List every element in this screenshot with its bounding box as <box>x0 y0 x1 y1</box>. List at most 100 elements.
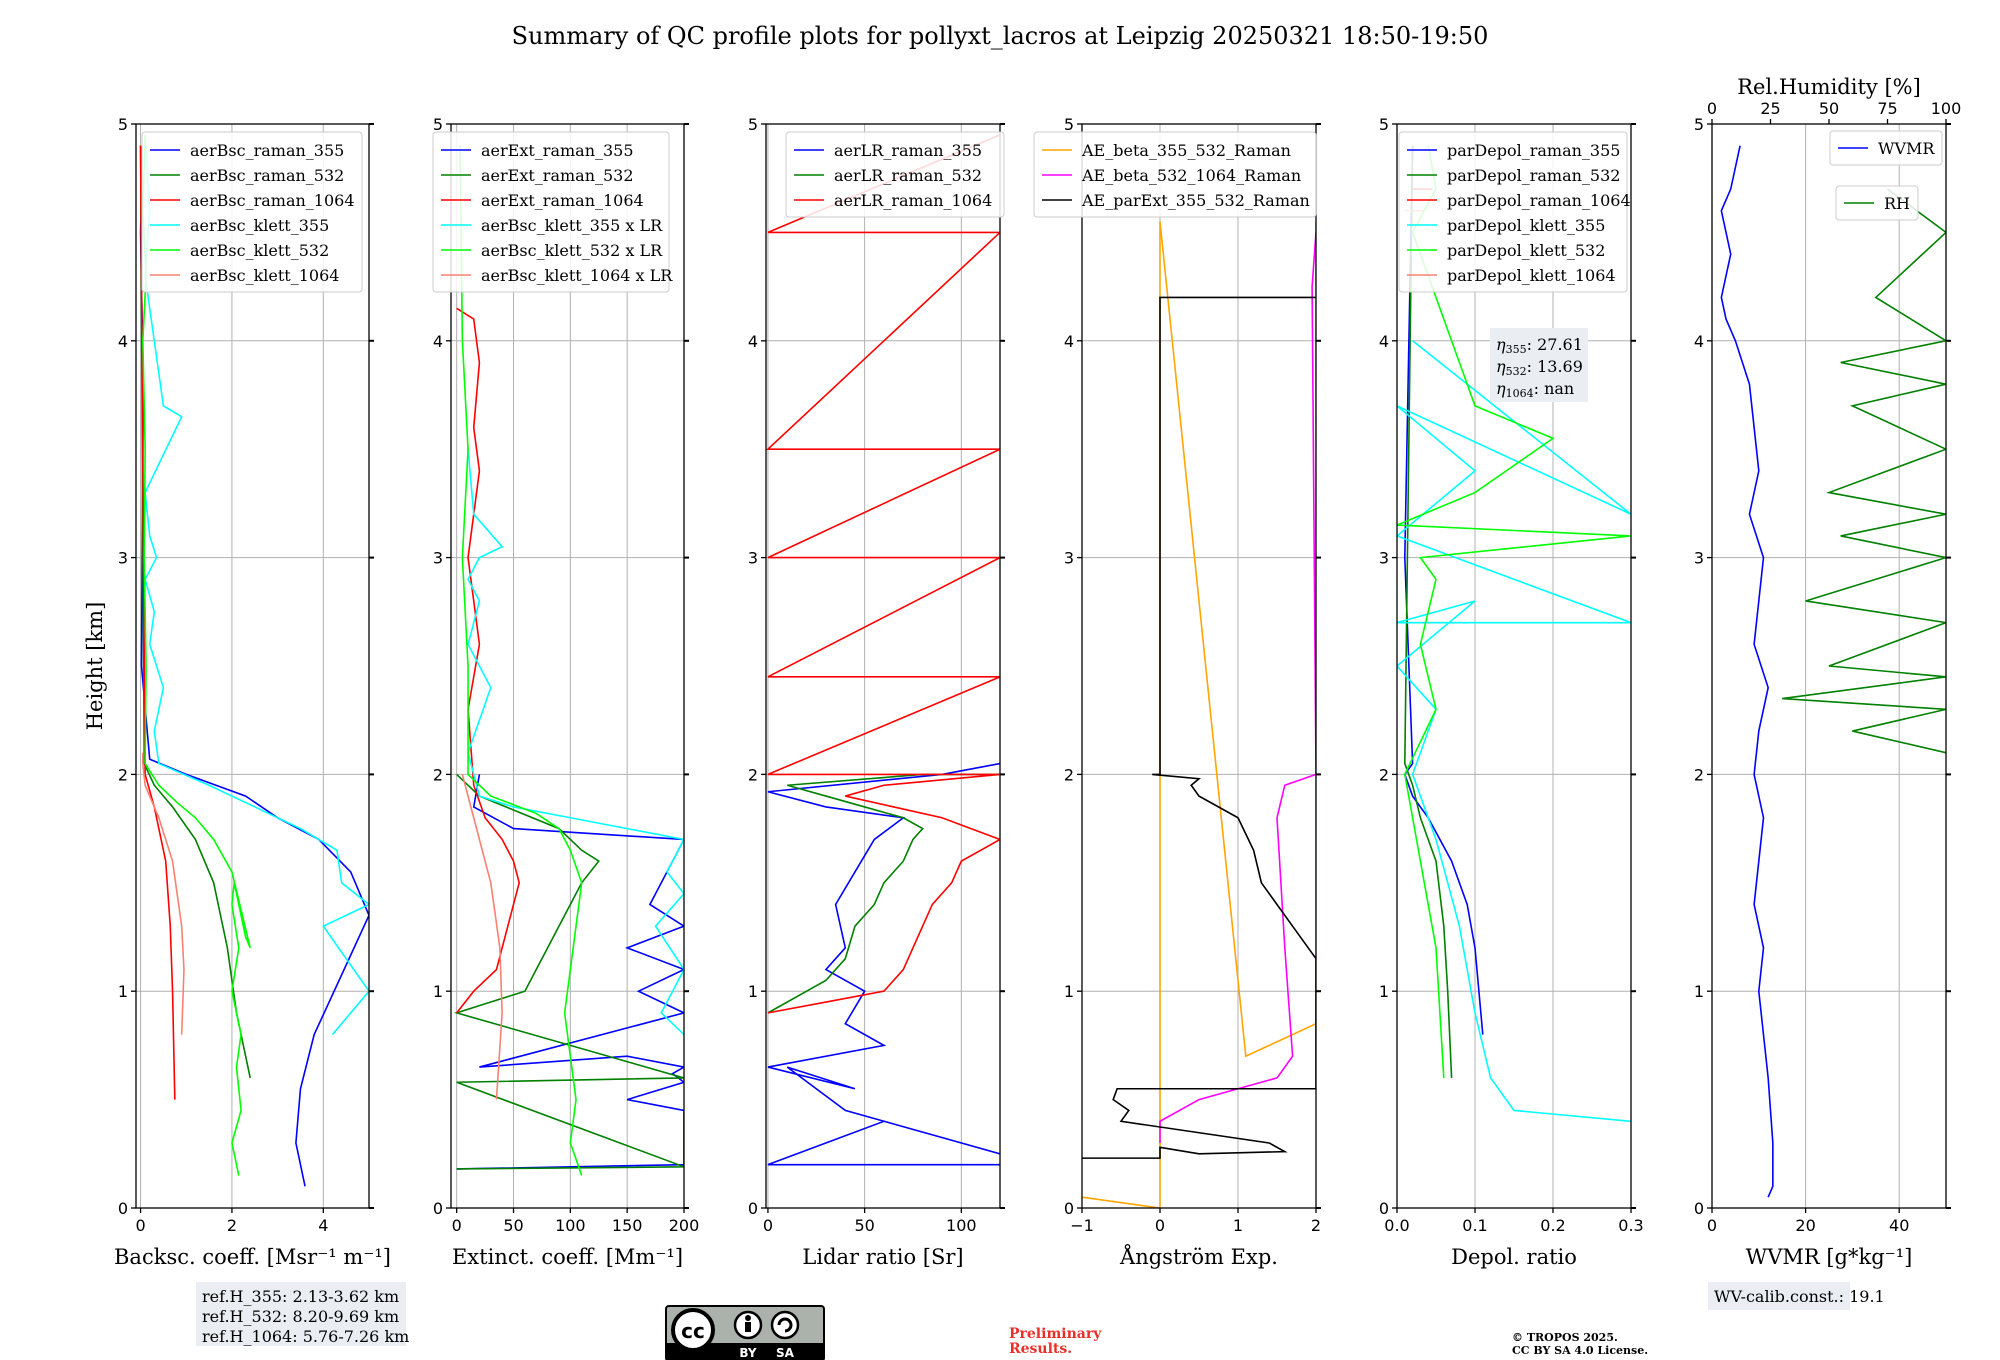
x-tick-label: 50 <box>503 1216 523 1235</box>
series-line-aerbsc-klett-355 <box>144 145 369 1036</box>
legend-label: parDepol_klett_355 <box>1447 216 1605 235</box>
legend-label: aerExt_raman_1064 <box>481 191 644 210</box>
preliminary-line1: Preliminary <box>1009 1326 1102 1342</box>
plot-frame-1 <box>135 123 370 1209</box>
legend-label: AE_beta_532_1064_Raman <box>1081 166 1301 185</box>
series-line-aerext-raman-532 <box>453 773 684 1170</box>
legend-label: AE_beta_355_532_Raman <box>1081 141 1291 160</box>
y-tick-label: 4 <box>1694 332 1704 351</box>
series-line-pardepol-raman-532 <box>1403 145 1453 1078</box>
panel-5: 0 1 2 3 4 5 0.0 0.1 0.2 0.3 Depol. ratio parDepol_r… <box>1379 115 1644 1269</box>
y-tick-label: 2 <box>118 765 128 784</box>
y-tick-label: 5 <box>1694 115 1704 134</box>
legend-label: parDepol_raman_355 <box>1447 141 1620 160</box>
legend-label: aerBsc_klett_1064 <box>190 266 339 285</box>
y-tick-label: 3 <box>118 549 128 568</box>
legend-label: aerBsc_klett_532 <box>190 241 329 260</box>
series-line-ae-beta-532-1064-raman <box>1159 232 1316 1143</box>
x-tick-label: 0 <box>1707 1216 1717 1235</box>
series-line-aerbsc-klett-1064-x-lr <box>461 774 503 1100</box>
legend-label: aerBsc_klett_355 x LR <box>481 216 663 235</box>
cc-by-label: BY <box>739 1346 756 1360</box>
y-tick-label: 0 <box>1064 1199 1074 1218</box>
ref-height-bg <box>196 1282 406 1346</box>
cc-icon-glyph: cc <box>681 1319 705 1343</box>
wv-calib-const: WV-calib.const.: 19.1 <box>1714 1287 1885 1306</box>
legend-label: parDepol_klett_532 <box>1447 241 1605 260</box>
legend-label: aerBsc_raman_355 <box>190 141 344 160</box>
eta-annotation: η355: 27.61 η532: 13.69 η1064: nan <box>1490 328 1588 402</box>
legend-box <box>1398 131 1628 293</box>
x2-tick-label: 75 <box>1877 99 1897 118</box>
x2-tick-label: 25 <box>1760 99 1780 118</box>
series-group-1 <box>139 134 369 1187</box>
plot-frame-4 <box>1081 123 1317 1209</box>
legend-label: aerExt_raman_355 <box>481 141 634 160</box>
series-line-aerlr-raman-532 <box>767 773 1000 1014</box>
y-tick-label: 0 <box>118 1199 128 1218</box>
eta-1064-label: η1064: nan <box>1496 379 1574 400</box>
series-line-aerext-raman-1064 <box>456 307 521 1014</box>
series-group-3 <box>766 134 1000 1166</box>
y-tick-label: 3 <box>1379 549 1389 568</box>
y-tick-label: 4 <box>118 332 128 351</box>
legend-label: aerBsc_klett_1064 x LR <box>481 266 673 285</box>
x-axis-label: Backsc. coeff. [Msr⁻¹ m⁻¹] <box>114 1245 391 1269</box>
series-line-rh <box>1782 188 1946 754</box>
y-tick-label: 1 <box>118 982 128 1001</box>
legend-box <box>432 131 670 293</box>
copyright-line2: CC BY SA 4.0 License. <box>1512 1344 1648 1357</box>
y-tick-label: 4 <box>1379 332 1389 351</box>
sa-arrow <box>777 1317 793 1333</box>
eta-532-value: 13.69 <box>1537 357 1583 376</box>
cc-icon <box>671 1308 715 1352</box>
cc-sa-label: SA <box>776 1346 795 1360</box>
y-tick-label: 0 <box>748 1199 758 1218</box>
y-tick-label: 4 <box>1064 332 1074 351</box>
y-tick-label: 5 <box>748 115 758 134</box>
x-tick-label: 0 <box>135 1216 145 1235</box>
legend-3: aerLR_raman_355 aerLR_raman_532 aerLR_rama… <box>785 131 1005 218</box>
x-axis-label: Lidar ratio [Sr] <box>802 1245 963 1269</box>
series-line-ae-beta-355-532-raman <box>1082 221 1316 1208</box>
y-tick-label: 1 <box>1064 982 1074 1001</box>
x-tick-label: 50 <box>854 1216 874 1235</box>
wv-calib-bg <box>1708 1282 1850 1310</box>
series-line-aerbsc-klett-532 <box>142 134 251 1176</box>
y-tick-label: 4 <box>748 332 758 351</box>
y-tick-label: 2 <box>748 765 758 784</box>
legend-box <box>141 131 363 293</box>
legend-box <box>1033 131 1317 218</box>
figure-title: Summary of QC profile plots for pollyxt_… <box>512 22 1489 50</box>
x-tick-label: 2 <box>1311 1216 1321 1235</box>
y-tick-label: 4 <box>433 332 443 351</box>
series-line-aerbsc-raman-532 <box>139 145 251 1079</box>
y-tick-label: 0 <box>433 1199 443 1218</box>
legend-4: AE_beta_355_532_Raman AE_beta_532_1064_Ra… <box>1033 131 1317 218</box>
legend-box <box>785 131 1005 218</box>
x-tick-label: 2 <box>227 1216 237 1235</box>
y-tick-label: 3 <box>748 549 758 568</box>
ref-height-1064: ref.H_1064: 5.76-7.26 km <box>202 1327 409 1346</box>
x-tick-label: 0.3 <box>1618 1216 1643 1235</box>
series-line-pardepol-klett-355 <box>1397 340 1631 1123</box>
plot-frame-3 <box>765 123 1001 1209</box>
x-tick-label: 0 <box>1155 1216 1165 1235</box>
legend-label: WVMR <box>1878 139 1935 158</box>
series-line-aerbsc-klett-532-x-lr <box>459 145 583 1176</box>
plot-frame-2 <box>450 123 685 1209</box>
series-line-wvmr <box>1720 145 1774 1198</box>
eta-355-label: η355: 27.61 <box>1496 335 1583 356</box>
legend-label: parDepol_raman_532 <box>1447 166 1620 185</box>
x-tick-label: 0.2 <box>1540 1216 1565 1235</box>
series-group-6 <box>1720 145 1946 1198</box>
plot-frame-5 <box>1396 123 1632 1209</box>
x-axis-label: Ångström Exp. <box>1119 1244 1278 1269</box>
y-tick-label: 1 <box>1694 982 1704 1001</box>
x-tick-label: 0.1 <box>1462 1216 1487 1235</box>
legend-label: aerExt_raman_532 <box>481 166 634 185</box>
preliminary-line2: Results. <box>1009 1341 1072 1357</box>
x-axis-label: WVMR [g*kg⁻¹] <box>1746 1245 1913 1269</box>
